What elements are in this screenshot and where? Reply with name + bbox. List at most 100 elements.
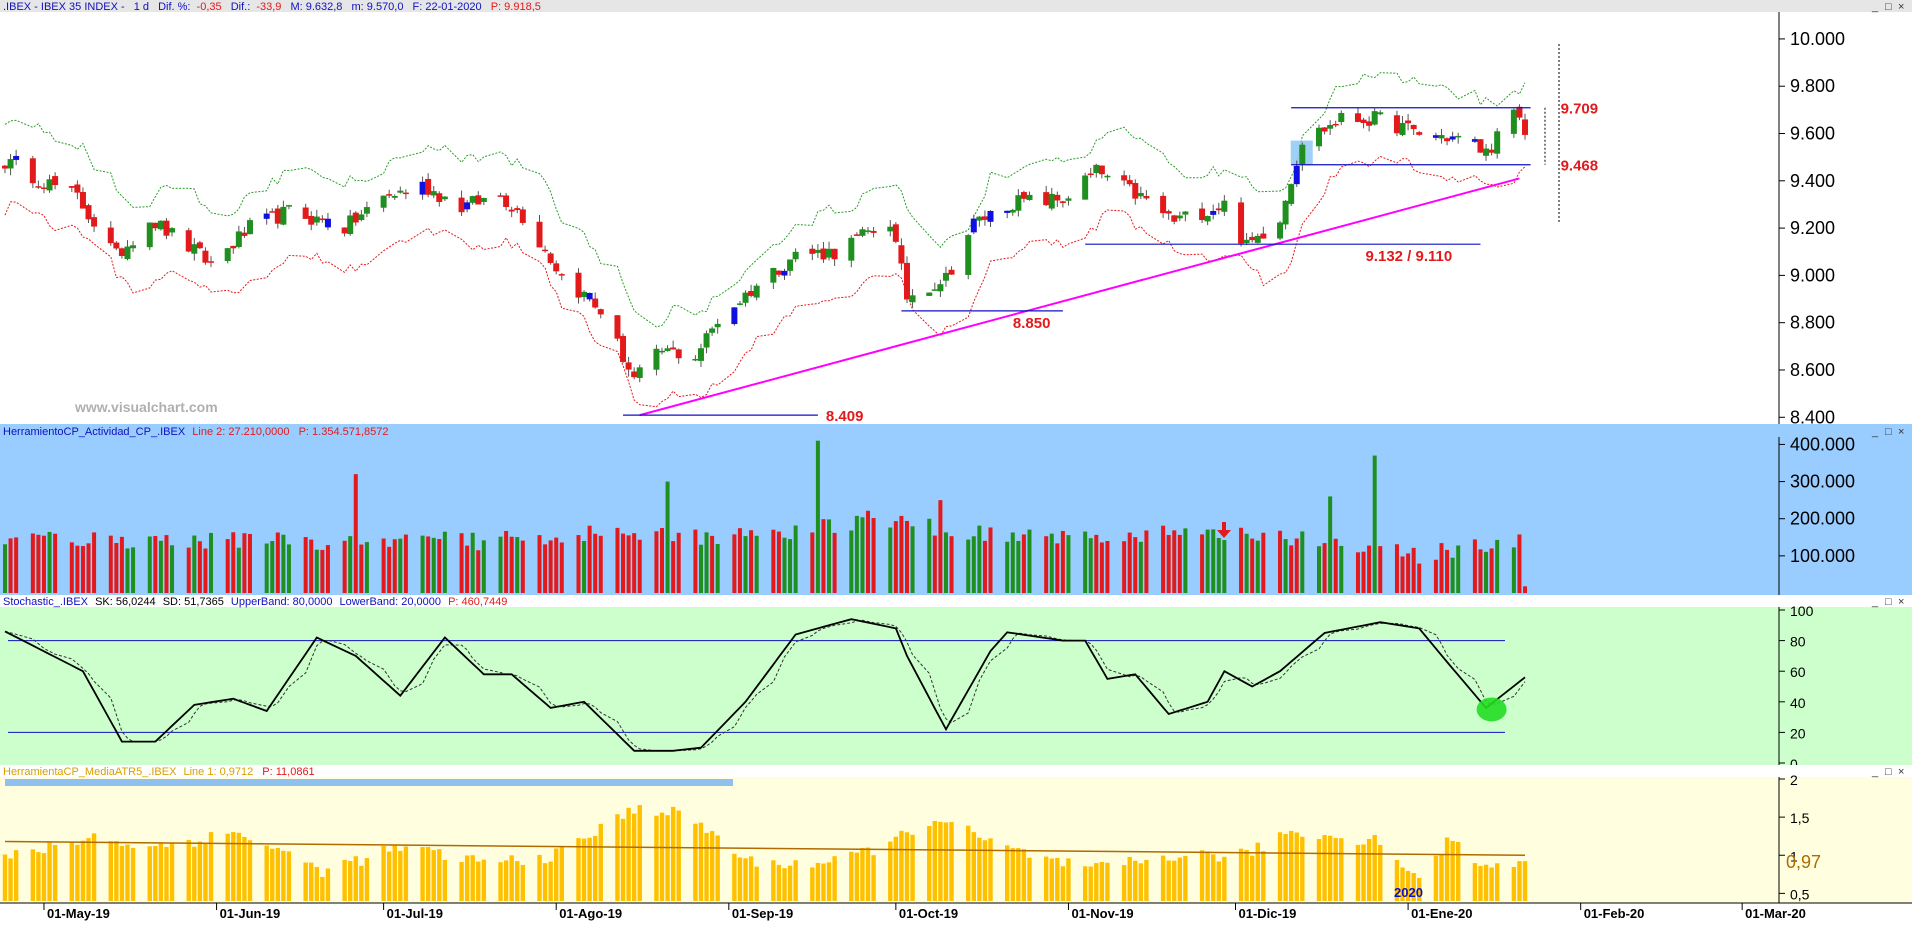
volume-bar <box>1088 538 1093 593</box>
candle-body <box>1483 148 1490 156</box>
atr-bar <box>515 861 520 901</box>
atr-bar <box>1205 851 1210 901</box>
volume-bar <box>1138 541 1143 593</box>
x-tick-label: 01-Sep-19 <box>732 906 793 921</box>
volume-bar <box>771 529 776 593</box>
atr-bar <box>1255 842 1260 901</box>
atr-bar <box>325 868 331 901</box>
atr-bar <box>364 858 370 901</box>
stoch-y-tick-label: 60 <box>1790 664 1806 680</box>
atr-bar <box>1322 835 1327 901</box>
volume-bar <box>47 531 52 593</box>
atr-y-tick-label: 2 <box>1790 772 1798 788</box>
stoch-minimize-icon[interactable]: _ <box>1871 596 1879 608</box>
volume-bar <box>1060 530 1065 593</box>
price-y-tick-label: 10.000 <box>1790 29 1845 49</box>
volume-bar <box>971 536 976 593</box>
atr-bar <box>732 853 737 901</box>
candle-body <box>664 348 671 351</box>
volume-bar <box>693 529 698 593</box>
atr-bar <box>910 834 915 901</box>
dif-value: -33,9 <box>256 1 281 13</box>
atr-close-icon[interactable]: × <box>1898 766 1904 778</box>
atr-bar <box>559 846 564 901</box>
candle-body <box>703 333 710 348</box>
atr-bar <box>899 830 904 901</box>
atr-bar <box>153 845 158 901</box>
volume-bar <box>576 535 581 593</box>
main-minimize-icon[interactable]: _ <box>1871 1 1879 13</box>
volume-bar <box>3 544 7 593</box>
atr-bar <box>1316 839 1322 901</box>
main-maximize-icon[interactable]: □ <box>1885 1 1892 13</box>
candle-body <box>597 309 604 315</box>
candle-body <box>853 234 860 236</box>
candle-body <box>1455 135 1462 138</box>
candle-body <box>1059 201 1066 203</box>
atr-bar <box>386 851 392 901</box>
candle-body <box>202 250 209 263</box>
atr-minimize-icon[interactable]: _ <box>1871 766 1879 778</box>
atr-bar <box>1378 844 1383 901</box>
volume-maximize-icon[interactable]: □ <box>1885 426 1892 438</box>
candle-body <box>1098 165 1105 175</box>
trendline <box>639 177 1520 417</box>
atr-scroll-bar[interactable] <box>5 779 733 786</box>
symbol-label: .IBEX - IBEX 35 INDEX - <box>3 1 125 13</box>
atr-bar <box>1478 865 1483 901</box>
candle-body <box>1215 208 1222 211</box>
volume-bar <box>1456 545 1461 593</box>
candle-body <box>1477 139 1484 153</box>
candle-body <box>976 216 983 221</box>
stoch-panel: Stochastic_.IBEX SK: 56,0244 SD: 51,7365… <box>0 595 1912 772</box>
volume-bar <box>754 535 759 593</box>
volume-minimize-icon[interactable]: _ <box>1871 426 1879 438</box>
atr-bar <box>787 865 793 901</box>
volume-bar <box>108 535 113 593</box>
atr-maximize-icon[interactable]: □ <box>1885 766 1892 778</box>
candle-body <box>653 348 660 370</box>
candle-body <box>235 231 242 247</box>
atr-bar <box>854 852 860 901</box>
volume-bar <box>943 532 948 593</box>
volume-bar <box>1406 553 1411 593</box>
stoch-close-icon[interactable]: × <box>1898 596 1904 608</box>
volume-bar <box>509 536 514 593</box>
candle-body <box>425 178 432 195</box>
volume-close-icon[interactable]: × <box>1898 426 1904 438</box>
candle-body <box>1065 198 1072 201</box>
candle-body <box>1199 208 1206 221</box>
volume-bar <box>977 525 982 593</box>
main-close-icon[interactable]: × <box>1898 1 1904 13</box>
atr-bar <box>437 849 442 901</box>
atr-bar <box>865 847 871 901</box>
atr-bar <box>1494 863 1500 901</box>
candle-body <box>697 348 704 361</box>
atr-bar <box>1105 862 1110 901</box>
candle-body <box>620 335 627 362</box>
candle-body <box>1249 236 1256 241</box>
volume-bar <box>325 545 330 593</box>
volume-bar <box>854 515 859 593</box>
atr-bar <box>860 848 865 901</box>
x-tick-label: 01-Feb-20 <box>1584 906 1645 921</box>
candle-body <box>1416 132 1423 135</box>
atr-bar <box>476 861 481 901</box>
candle-body <box>775 270 782 275</box>
candle-body <box>820 248 827 260</box>
max-label: M: 9.632,8 <box>290 1 342 13</box>
candle-body <box>113 242 120 249</box>
candle-body <box>1087 173 1094 176</box>
volume-bar <box>1450 557 1455 593</box>
atr-bar <box>1127 856 1132 901</box>
atr-bar <box>425 847 431 901</box>
candle-body <box>1332 123 1339 126</box>
atr-bar <box>1261 851 1266 901</box>
candle-body <box>269 211 276 213</box>
candle-body <box>40 187 47 190</box>
price-y-tick-label: 8.800 <box>1790 313 1835 333</box>
atr-bar <box>793 860 798 901</box>
stoch-maximize-icon[interactable]: □ <box>1885 596 1892 608</box>
volume-bar <box>1289 545 1294 593</box>
